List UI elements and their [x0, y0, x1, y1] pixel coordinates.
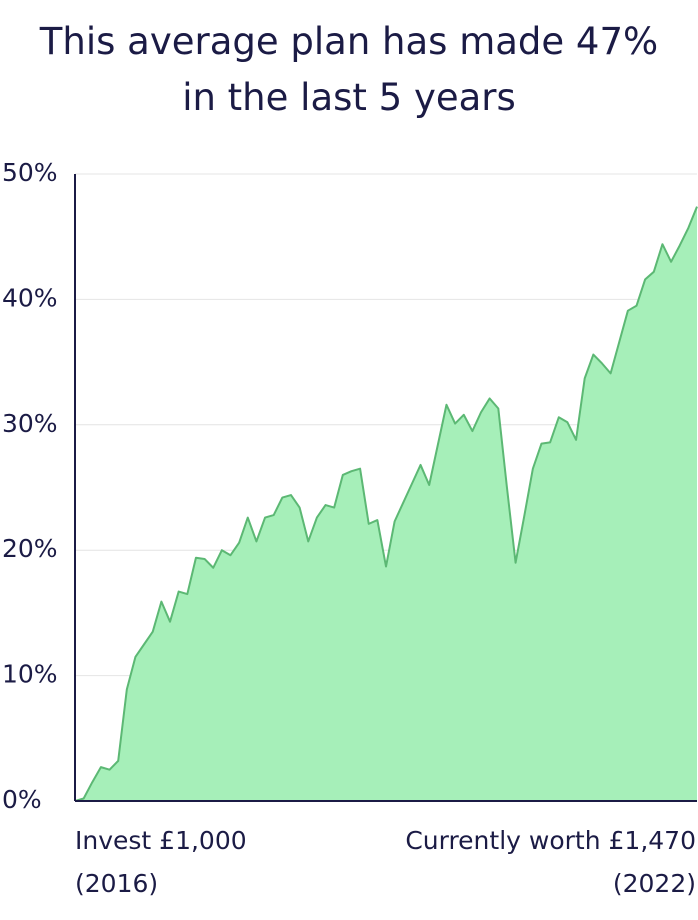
end-label: Currently worth £1,470: [405, 826, 696, 855]
area: [75, 206, 697, 801]
end-year: (2022): [613, 869, 696, 898]
start-label: Invest £1,000: [75, 826, 247, 855]
y-tick-label: 50%: [2, 158, 58, 187]
y-tick-label: 0%: [2, 785, 42, 814]
y-tick-label: 20%: [2, 534, 58, 563]
y-tick-label: 30%: [2, 409, 58, 438]
start-year: (2016): [75, 869, 158, 898]
chart-title: This average plan has made 47% in the la…: [39, 20, 659, 119]
line: [74, 206, 698, 802]
y-tick-label: 10%: [2, 660, 58, 689]
y-tick-label: 40%: [2, 283, 58, 312]
